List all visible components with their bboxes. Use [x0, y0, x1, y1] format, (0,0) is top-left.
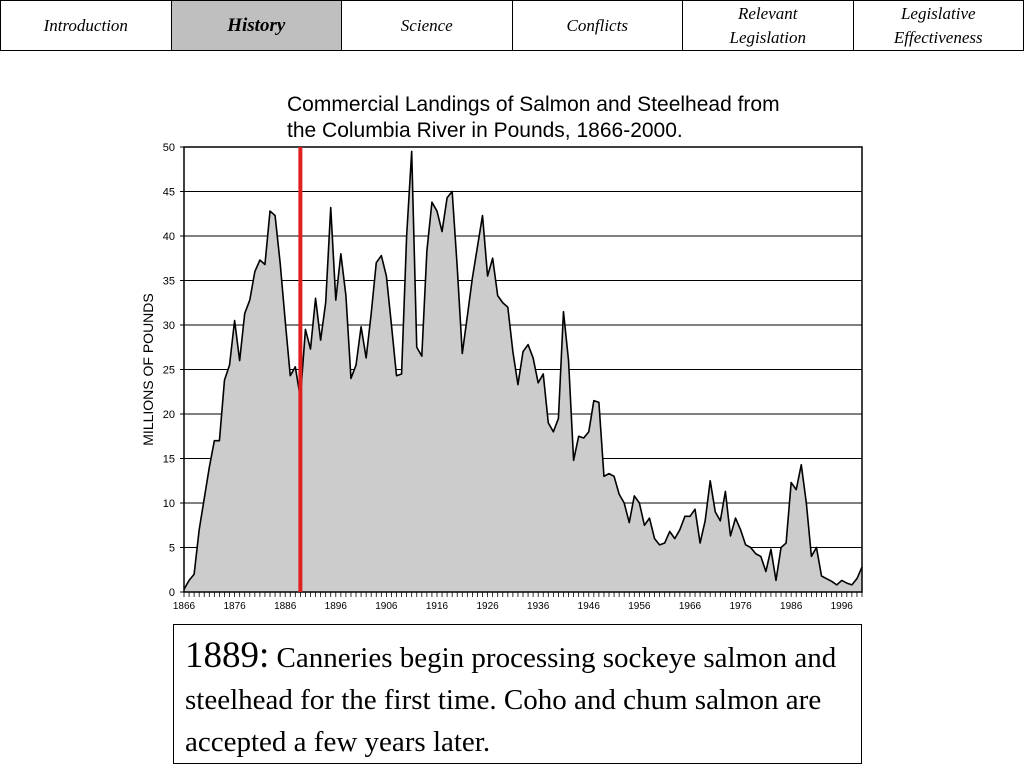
- tab-introduction[interactable]: Introduction: [0, 0, 172, 51]
- x-tick-label: 1966: [679, 601, 702, 612]
- y-tick-label: 0: [169, 587, 175, 599]
- x-tick-label: 1936: [527, 601, 550, 612]
- x-tick-label: 1996: [831, 601, 854, 612]
- x-tick-label: 1916: [426, 601, 449, 612]
- x-tick-label: 1986: [780, 601, 803, 612]
- x-tick-label: 1866: [173, 601, 196, 612]
- caption-text: Canneries begin processing sockeye salmo…: [185, 642, 837, 758]
- y-tick-label: 5: [169, 543, 175, 555]
- y-tick-label: 15: [163, 454, 175, 466]
- timeline-caption: 1889: Canneries begin processing sockeye…: [173, 624, 862, 764]
- section-tab-bar: Introduction History Science Conflicts R…: [0, 0, 1024, 51]
- landings-line: [183, 150, 863, 590]
- chart-canvas: 0 5 10 15 20 25 30 35 40 45 50 1866 1876 1886 1896 1906…: [140, 142, 863, 612]
- y-axis-label: MILLIONS OF POUNDS: [140, 293, 156, 445]
- y-tick-label: 35: [163, 276, 175, 288]
- y-tick-label: 45: [163, 187, 175, 199]
- landings-area: [184, 151, 862, 592]
- x-tick-label: 1876: [223, 601, 246, 612]
- y-tick-label: 20: [163, 409, 175, 421]
- tab-conflicts[interactable]: Conflicts: [512, 0, 683, 51]
- x-tick-label: 1906: [375, 601, 398, 612]
- y-tick-label: 50: [163, 142, 175, 154]
- x-tick-label: 1886: [274, 601, 297, 612]
- y-tick-label: 30: [163, 320, 175, 332]
- x-tick-label: 1926: [476, 601, 499, 612]
- tab-history[interactable]: History: [171, 0, 342, 51]
- x-tick-label: 1976: [729, 601, 752, 612]
- y-tick-label: 25: [163, 365, 175, 377]
- y-tick-label: 40: [163, 231, 175, 243]
- tab-legislative-effectiveness[interactable]: Legislative Effectiveness: [853, 0, 1024, 51]
- tab-relevant-legislation[interactable]: Relevant Legislation: [683, 0, 854, 51]
- x-tick-label: 1956: [628, 601, 651, 612]
- x-tick-label: 1896: [325, 601, 348, 612]
- chart-title: Commercial Landings of Salmon and Steelh…: [287, 93, 780, 142]
- y-tick-label: 10: [163, 498, 175, 510]
- x-tick-label: 1946: [578, 601, 601, 612]
- plot-frame: [183, 146, 863, 593]
- caption-year: 1889:: [185, 635, 270, 676]
- tab-science[interactable]: Science: [342, 0, 513, 51]
